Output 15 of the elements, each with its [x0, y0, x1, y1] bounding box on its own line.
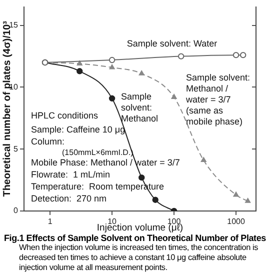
series-label: Sample solvent: Methanol / water = 3/7 (same as mobile phase)	[185, 72, 250, 126]
text: Fig.1 Effects of Sample Solvent on Theoretical Number of Plates	[4, 233, 267, 243]
x-tick-label: 1000	[227, 217, 246, 226]
annotation: Column:	[31, 136, 65, 146]
x-tick-label: 1	[48, 217, 53, 226]
series-label: Sample solvent: Water	[126, 38, 218, 48]
annotation: Detection: 270 nm	[31, 193, 107, 204]
annotation: Sample: Caffeine 10 μg	[31, 124, 126, 134]
x-tick-label: 10	[108, 217, 118, 226]
annotation: HPLC conditions	[31, 110, 99, 120]
y-tick-label: 0	[14, 206, 19, 216]
text: When the injection volume is increased ten times, the concentration is decreased ten times to achieve a constant 10 μg caffeine absolute injection volume at all measurement points.	[19, 243, 260, 273]
y-tick-label: 5	[14, 144, 19, 154]
series-label: Sample solvent: Methanol	[121, 91, 158, 124]
annotation: Flowrate: 1 mL/min	[31, 169, 110, 180]
